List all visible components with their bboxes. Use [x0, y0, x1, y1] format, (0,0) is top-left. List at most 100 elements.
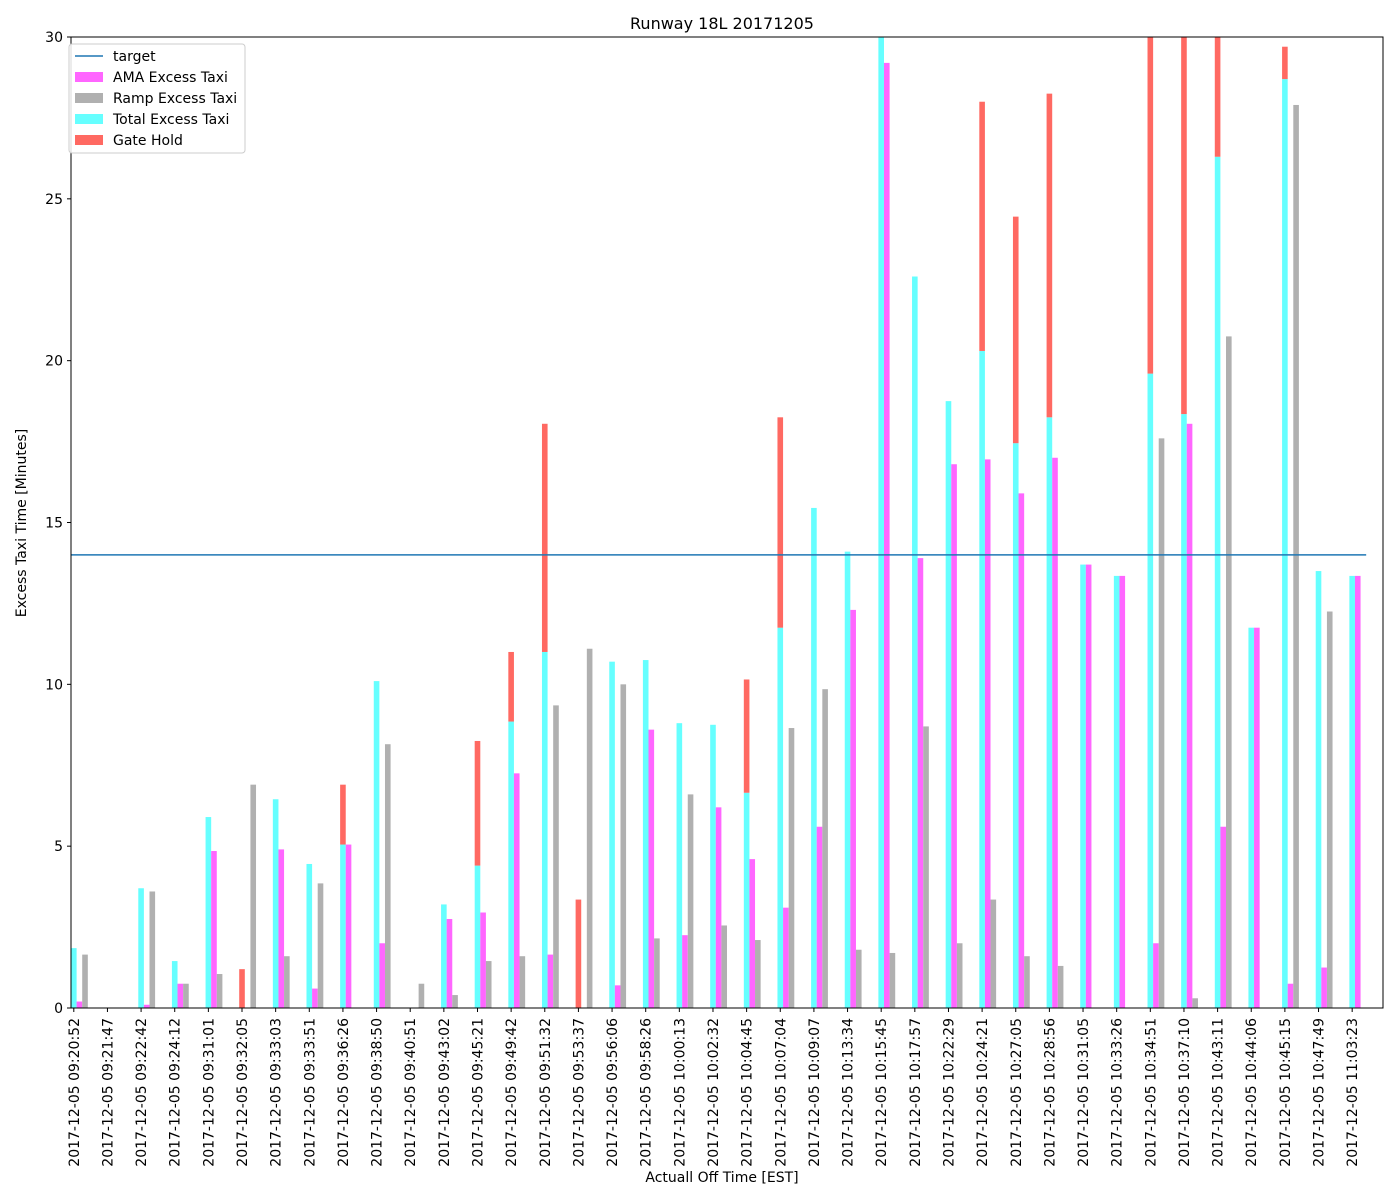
bar-ama-excess-taxi — [984, 459, 991, 1008]
bar-gate-hold — [1282, 46, 1288, 80]
bar-total-excess-taxi — [844, 551, 851, 1008]
bar-ama-excess-taxi — [1085, 564, 1092, 1008]
x-tick-label: 2017-12-05 10:24:21 — [975, 1018, 991, 1167]
x-tick-label: 2017-12-05 10:02:32 — [706, 1018, 722, 1167]
bar-total-excess-taxi — [508, 721, 514, 1008]
bar-ramp-excess-taxi — [1192, 998, 1198, 1008]
bar-total-excess-taxi — [979, 350, 985, 1008]
bar-ramp-excess-taxi — [1293, 104, 1299, 1008]
x-tick-label: 2017-12-05 09:58:26 — [639, 1018, 655, 1167]
bar-ramp-excess-taxi — [519, 956, 526, 1008]
y-tick-label: 15 — [45, 516, 63, 532]
bar-total-excess-taxi — [1214, 156, 1221, 1008]
bar-total-excess-taxi — [373, 681, 380, 1008]
bar-ama-excess-taxi — [480, 912, 486, 1008]
bar-total-excess-taxi — [878, 37, 884, 1008]
bar-total-excess-taxi — [171, 961, 178, 1008]
y-tick-label: 25 — [45, 192, 63, 208]
bar-ama-excess-taxi — [143, 1004, 150, 1008]
bar-ramp-excess-taxi — [889, 952, 896, 1008]
legend-label-total-excess-taxi: Total Excess Taxi — [112, 112, 229, 128]
x-tick-label: 2017-12-05 10:47:49 — [1312, 1018, 1328, 1167]
bar-ama-excess-taxi — [312, 988, 318, 1008]
bar-ama-excess-taxi — [211, 851, 217, 1008]
bar-total-excess-taxi — [71, 948, 77, 1008]
bar-ama-excess-taxi — [1321, 967, 1327, 1008]
bar-gate-hold — [575, 899, 582, 1008]
bar-ramp-excess-taxi — [788, 728, 795, 1008]
bar-total-excess-taxi — [1282, 79, 1288, 1008]
bar-ama-excess-taxi — [177, 983, 184, 1008]
bar-ama-excess-taxi — [715, 807, 722, 1008]
legend-box — [68, 43, 246, 154]
bar-total-excess-taxi — [1113, 575, 1120, 1008]
plot-area: 0 5 10 15 20 25 30 2017-12-05 09:20:52 2017-12-0… — [45, 30, 1384, 1167]
x-tick-label: 2017-12-05 10:45:15 — [1278, 1018, 1294, 1167]
bar-ramp-excess-taxi — [384, 744, 391, 1008]
bar-total-excess-taxi — [340, 844, 346, 1008]
bar-total-excess-taxi — [1046, 417, 1053, 1008]
x-tick-label: 2017-12-05 10:15:45 — [874, 1018, 890, 1167]
bar-ramp-excess-taxi — [923, 726, 929, 1008]
bar-ama-excess-taxi — [917, 558, 924, 1008]
bar-gate-hold — [474, 740, 481, 866]
bar-gate-hold — [340, 784, 346, 845]
bar-ramp-excess-taxi — [620, 684, 627, 1008]
legend-swatch-gate-hold — [75, 135, 103, 145]
x-tick-label: 2017-12-05 10:33:26 — [1110, 1018, 1126, 1167]
bar-ramp-excess-taxi — [956, 943, 963, 1008]
bar-total-excess-taxi — [1349, 575, 1355, 1008]
bar-gate-hold — [508, 651, 514, 722]
x-axis-title: Actuall Off Time [EST] — [645, 1170, 798, 1186]
bar-ramp-excess-taxi — [1226, 336, 1232, 1008]
legend-label-gate-hold: Gate Hold — [113, 133, 183, 149]
bar-gate-hold — [239, 969, 245, 1008]
y-tick-label: 20 — [45, 354, 63, 370]
bar-gate-hold — [979, 101, 985, 351]
bar-total-excess-taxi — [541, 651, 548, 1008]
bar-total-excess-taxi — [1147, 373, 1154, 1008]
bar-total-excess-taxi — [609, 661, 615, 1008]
x-tick-label: 2017-12-05 10:07:04 — [773, 1018, 789, 1167]
bar-ama-excess-taxi — [1354, 575, 1361, 1008]
bar-ramp-excess-taxi — [250, 784, 257, 1008]
legend-swatch-ramp-excess-taxi — [75, 93, 103, 103]
bar-total-excess-taxi — [1248, 627, 1255, 1008]
chart-title: Runway 18L 20171205 — [630, 14, 814, 33]
x-tick-label: 2017-12-05 09:49:42 — [504, 1018, 520, 1167]
bar-gate-hold — [743, 679, 750, 793]
bar-gate-hold — [541, 423, 548, 652]
bar-ama-excess-taxi — [513, 773, 520, 1008]
bar-ama-excess-taxi — [76, 1001, 83, 1008]
bar-ama-excess-taxi — [1153, 943, 1159, 1008]
y-axis-title: Excess Taxi Time [Minutes] — [14, 429, 30, 617]
x-tick-label: 2017-12-05 10:13:34 — [841, 1018, 857, 1167]
y-tick-label: 10 — [45, 677, 63, 693]
x-tick-label: 2017-12-05 10:17:57 — [908, 1018, 924, 1167]
x-tick-label: 2017-12-05 09:36:26 — [336, 1018, 352, 1167]
bar-ramp-excess-taxi — [1024, 956, 1030, 1008]
x-tick-label: 2017-12-05 09:31:01 — [201, 1018, 217, 1167]
x-tick-label: 2017-12-05 09:51:32 — [538, 1018, 554, 1167]
legend: target AMA Excess Taxi Ramp Excess Taxi Tot… — [68, 43, 246, 154]
bar-ama-excess-taxi — [682, 935, 688, 1008]
x-tick-label: 2017-12-05 10:00:13 — [672, 1018, 688, 1167]
bar-total-excess-taxi — [710, 724, 716, 1008]
bar-ama-excess-taxi — [345, 844, 352, 1008]
legend-label-ama-excess-taxi: AMA Excess Taxi — [113, 70, 228, 86]
y-tick-label: 0 — [54, 1001, 63, 1017]
bar-ramp-excess-taxi — [721, 925, 727, 1008]
bar-ama-excess-taxi — [1018, 493, 1025, 1008]
bar-ama-excess-taxi — [648, 729, 655, 1008]
bar-ramp-excess-taxi — [284, 956, 290, 1008]
bar-gate-hold — [1046, 93, 1053, 418]
bar-ramp-excess-taxi — [216, 974, 223, 1008]
x-tick-label: 2017-12-05 09:40:51 — [403, 1018, 419, 1167]
bar-ramp-excess-taxi — [317, 883, 324, 1008]
bar-ramp-excess-taxi — [1158, 438, 1165, 1008]
bar-ama-excess-taxi — [1052, 457, 1058, 1008]
bar-ramp-excess-taxi — [418, 983, 425, 1008]
bar-ama-excess-taxi — [614, 985, 621, 1008]
bar-ama-excess-taxi — [1287, 983, 1294, 1008]
